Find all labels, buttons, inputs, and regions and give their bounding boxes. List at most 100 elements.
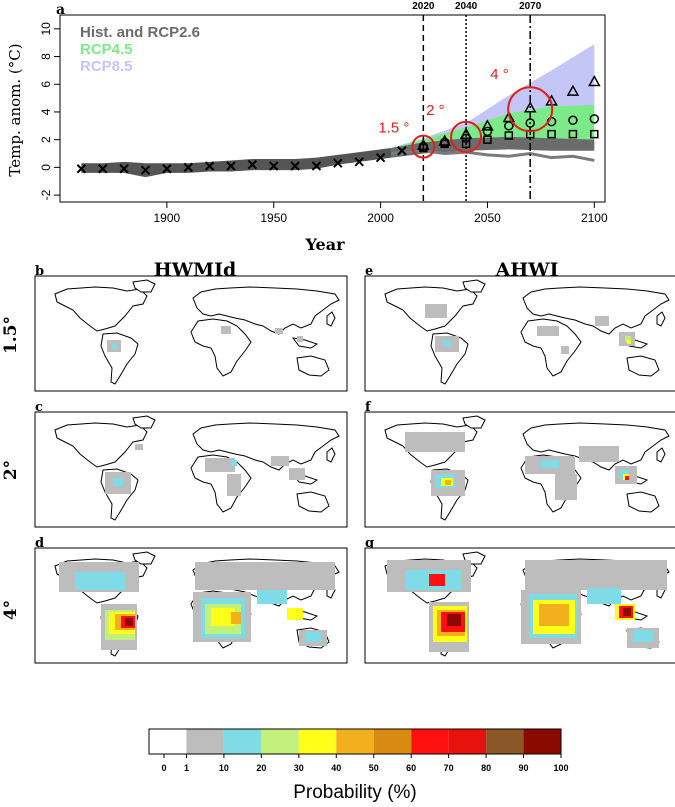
warming-label: 2 ° <box>426 102 445 119</box>
colorbar-bin <box>373 729 412 754</box>
colorbar-bin <box>186 729 224 754</box>
colorbar-tick-label: 70 <box>444 763 454 773</box>
panel-label-d: d <box>35 536 44 551</box>
colorbar-bin <box>448 729 487 754</box>
colorbar-bin <box>486 729 524 754</box>
map-panel-b: b <box>34 264 348 392</box>
vline-label-2070: 2070 <box>519 1 542 12</box>
square-marker <box>483 135 492 144</box>
probability-colorbar: 0 1 10 20 30 40 50 60 70 80 90 100 <box>148 728 569 773</box>
plot-frame <box>59 14 606 203</box>
panel-label-e: e <box>365 264 373 279</box>
triangle-marker <box>523 101 537 113</box>
square-marker <box>547 129 556 139</box>
historical-band <box>81 147 392 178</box>
rcp26-series-line <box>391 149 595 162</box>
colorbar-tick-label: 20 <box>256 763 266 773</box>
circle-marker <box>504 121 514 131</box>
map-panel-g: g <box>364 536 675 664</box>
x-tick-label: 2050 <box>474 211 501 225</box>
vline-label-2020: 2020 <box>412 1 435 12</box>
warming-circle <box>450 120 483 153</box>
x-marker <box>140 165 151 175</box>
y-tick-label: 4 <box>39 108 53 115</box>
x-marker <box>375 152 386 163</box>
colorbar-bin <box>298 729 337 754</box>
panel-label-c: c <box>35 400 43 415</box>
colorbar-tick-label: 50 <box>369 763 379 773</box>
circle-marker <box>589 114 600 124</box>
x-marker <box>162 164 172 174</box>
scatter-markers <box>76 74 601 175</box>
map-panel-f: f <box>364 400 675 528</box>
year-markers: 2020 2040 2070 <box>412 1 542 202</box>
panel-label-g: g <box>365 536 374 551</box>
warming-circle <box>411 134 436 159</box>
triangle-marker <box>566 84 580 96</box>
scenario-bands <box>391 44 595 158</box>
panel-label-f: f <box>365 400 372 415</box>
y-tick-label: -2 <box>39 189 53 200</box>
temperature-anomaly-chart: a 2020 2040 2070 1.5 ° 2 ° 4 ° 1900 1950 2000 2… <box>6 1 608 254</box>
circle-marker <box>525 118 535 128</box>
triangle-marker <box>588 74 601 87</box>
x-marker <box>119 164 129 174</box>
x-tick-label: 1950 <box>260 211 287 225</box>
square-marker <box>568 129 578 139</box>
colorbar-bin <box>411 729 449 754</box>
triangle-marker <box>459 127 473 139</box>
x-tick-label: 2100 <box>581 211 608 225</box>
warming-label: 4 ° <box>490 66 509 83</box>
square-marker <box>590 129 599 139</box>
legend-entry-rcp85: RCP8.5 <box>80 58 133 75</box>
row-label-1-5: 1.5° <box>1 316 21 354</box>
y-tick-label: 8 <box>39 53 53 60</box>
x-tick-label: 2000 <box>367 211 394 225</box>
legend-entry-hist: Hist. and RCP2.6 <box>80 24 200 41</box>
colorbar-tick-label: 90 <box>519 763 529 773</box>
x-marker <box>311 161 322 171</box>
colorbar-bin <box>336 729 374 754</box>
circle-marker <box>461 133 471 144</box>
colorbar-bin <box>223 729 262 754</box>
y-axis-title: Temp. anom. (°C) <box>6 43 24 176</box>
legend-entry-rcp45: RCP4.5 <box>80 41 133 58</box>
x-marker <box>269 161 279 171</box>
map-panel-c: c <box>34 400 348 528</box>
map-panels: HWMId AHWI 1.5° 2° 4° b e <box>1 259 675 664</box>
colorbar-bin <box>149 729 187 754</box>
y-tick-label: 10 <box>39 22 53 36</box>
axes: 1900 1950 2000 2050 2100 -2 0 2 4 6 8 10 <box>39 22 608 225</box>
map-panel-d: d <box>34 536 348 664</box>
warming-level-circles: 1.5 ° 2 ° 4 ° <box>378 66 554 159</box>
colorbar-bin <box>523 729 561 754</box>
row-label-2: 2° <box>1 460 21 480</box>
colorbar-frame <box>148 728 562 755</box>
x-tick-label: 1900 <box>154 211 181 225</box>
colorbar-tick-label: 40 <box>331 763 341 773</box>
x-marker <box>354 157 364 167</box>
colorbar-tick-label: 30 <box>294 763 304 773</box>
x-axis-title: Year <box>304 235 345 254</box>
circle-marker <box>482 126 493 137</box>
circle-marker <box>568 115 578 126</box>
colorbar-bin <box>261 729 299 754</box>
x-marker <box>98 164 108 174</box>
colorbar-tick-label: 80 <box>481 763 491 773</box>
y-tick-label: 6 <box>39 81 53 88</box>
map-panel-e: e <box>364 264 675 392</box>
colorbar-tick-label: 0 <box>161 763 166 773</box>
legend: Hist. and RCP2.6 RCP4.5 RCP8.5 <box>80 24 200 75</box>
square-marker <box>461 139 471 149</box>
warming-label: 1.5 ° <box>378 120 409 137</box>
row-label-4: 4° <box>1 600 21 620</box>
panel-label-b: b <box>35 264 44 279</box>
warming-circle <box>507 86 554 133</box>
band-historical <box>81 147 392 178</box>
panel-a-label: a <box>56 2 65 18</box>
colorbar-tick-label: 1 <box>184 763 189 773</box>
y-tick-label: 2 <box>39 136 53 143</box>
x-marker <box>183 162 193 173</box>
y-tick-label: 0 <box>39 164 53 171</box>
colorbar-tick-label: 60 <box>406 763 416 773</box>
